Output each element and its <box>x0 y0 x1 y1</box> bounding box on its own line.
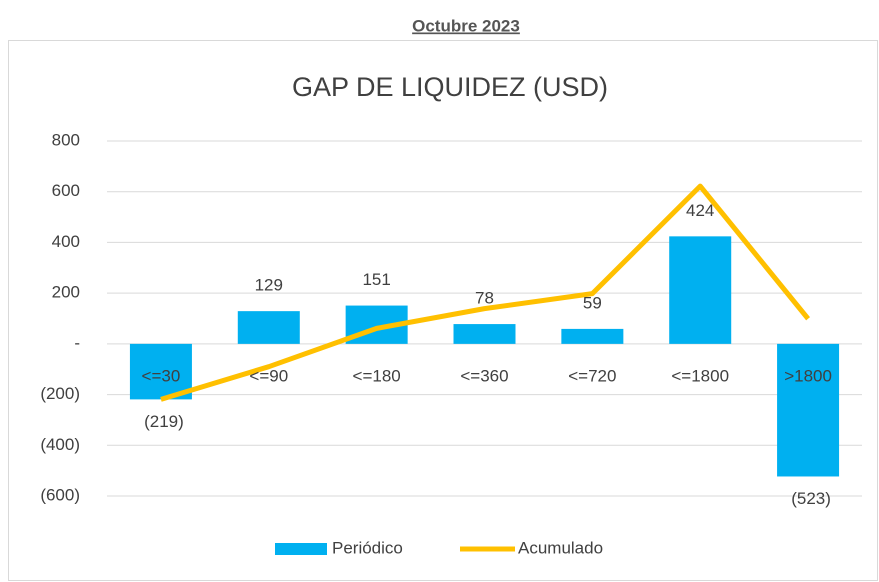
data-label: (523) <box>791 489 831 508</box>
bar <box>777 343 840 477</box>
legend-label: Acumulado <box>518 538 603 557</box>
bar <box>453 324 516 344</box>
data-label: 151 <box>362 270 390 289</box>
data-label: 59 <box>583 293 602 312</box>
x-tick-label: <=360 <box>460 366 508 385</box>
heading: Octubre 2023 <box>412 16 520 35</box>
x-tick-label: <=180 <box>353 366 401 385</box>
bar <box>129 343 192 400</box>
bar <box>669 236 732 344</box>
y-tick-label: 400 <box>52 232 80 251</box>
legend-label: Periódico <box>332 538 403 557</box>
chart-frame <box>8 40 878 581</box>
data-label: 424 <box>686 201 714 220</box>
y-tick-label: 600 <box>52 181 80 200</box>
bar <box>561 328 624 344</box>
y-tick-label: 200 <box>52 283 80 302</box>
bar <box>237 311 300 344</box>
chart-title: GAP DE LIQUIDEZ (USD) <box>292 72 608 102</box>
line <box>160 183 811 402</box>
x-tick-label: <=30 <box>142 366 181 385</box>
x-tick-label: <=1800 <box>671 366 729 385</box>
y-tick-label: (200) <box>40 384 80 403</box>
data-label: (219) <box>144 412 184 431</box>
x-tick-label: <=90 <box>249 366 288 385</box>
y-tick-label: 800 <box>52 130 80 149</box>
y-tick-label: (600) <box>40 485 80 504</box>
data-label: 78 <box>475 289 494 308</box>
y-tick-label: - <box>74 333 80 352</box>
legend-swatch <box>275 543 327 555</box>
x-tick-label: >1800 <box>784 366 832 385</box>
y-tick-label: (400) <box>40 435 80 454</box>
x-tick-label: <=720 <box>568 366 616 385</box>
data-label: 129 <box>255 276 283 295</box>
